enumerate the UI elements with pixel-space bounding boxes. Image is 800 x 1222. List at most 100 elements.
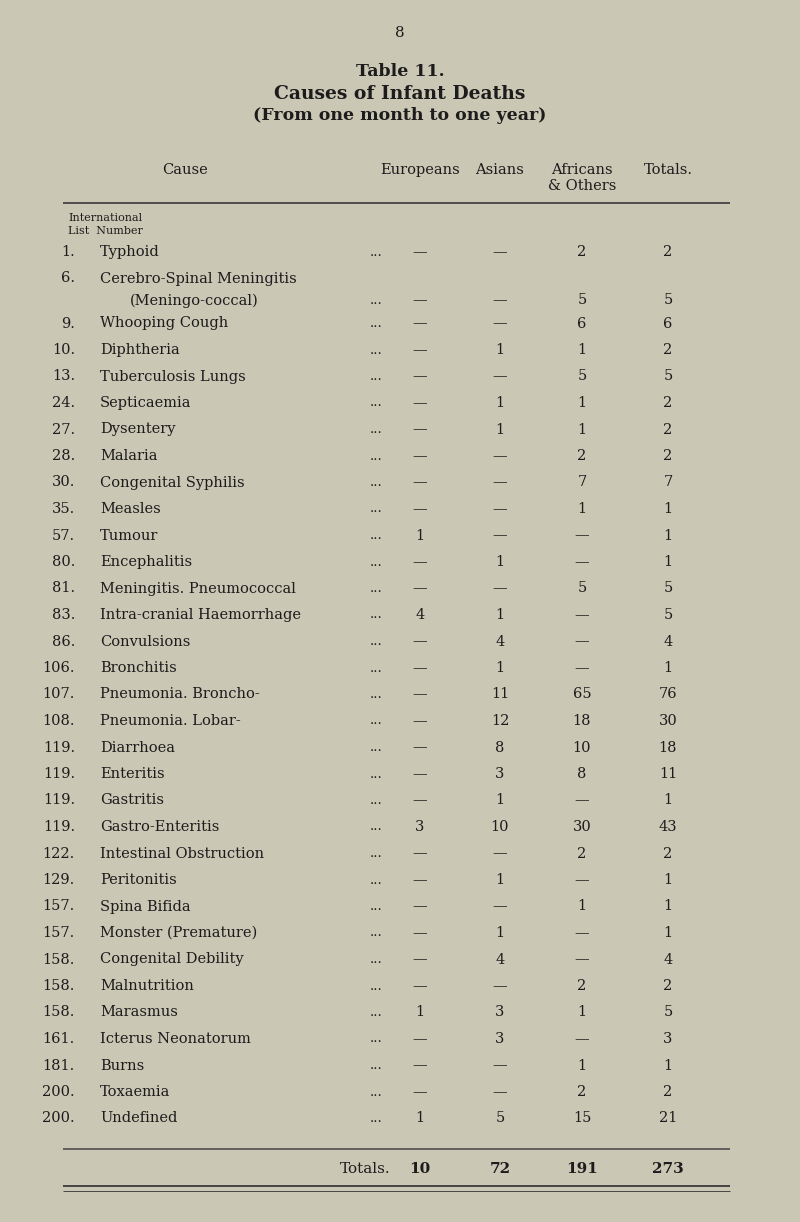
Text: 2: 2 (663, 343, 673, 357)
Text: Undefined: Undefined (100, 1112, 178, 1125)
Text: 129.: 129. (42, 873, 75, 887)
Text: 83.: 83. (52, 609, 75, 622)
Text: International: International (68, 213, 142, 222)
Text: Encephalitis: Encephalitis (100, 555, 192, 569)
Text: 5: 5 (578, 582, 586, 595)
Text: Convulsions: Convulsions (100, 634, 190, 649)
Text: Icterus Neonatorum: Icterus Neonatorum (100, 1033, 251, 1046)
Text: 1: 1 (663, 899, 673, 914)
Text: 1: 1 (495, 793, 505, 808)
Text: 2: 2 (578, 979, 586, 993)
Text: 8: 8 (395, 26, 405, 40)
Text: ...: ... (370, 477, 382, 489)
Text: 27.: 27. (52, 423, 75, 436)
Text: 65: 65 (573, 688, 591, 701)
Text: ...: ... (370, 609, 382, 622)
Text: —: — (574, 528, 590, 543)
Text: —: — (413, 899, 427, 914)
Text: 1.: 1. (62, 244, 75, 259)
Text: 8: 8 (578, 767, 586, 781)
Text: Dysentery: Dysentery (100, 423, 175, 436)
Text: ...: ... (370, 635, 382, 648)
Text: 30: 30 (658, 714, 678, 728)
Text: 4: 4 (495, 634, 505, 649)
Text: 1: 1 (663, 528, 673, 543)
Text: —: — (574, 926, 590, 940)
Text: 119.: 119. (43, 741, 75, 754)
Text: Europeans: Europeans (380, 163, 460, 177)
Text: Congenital Debility: Congenital Debility (100, 952, 244, 967)
Text: 119.: 119. (43, 820, 75, 833)
Text: Intestinal Obstruction: Intestinal Obstruction (100, 847, 264, 860)
Text: 1: 1 (578, 423, 586, 436)
Text: 119.: 119. (43, 767, 75, 781)
Text: 11: 11 (659, 767, 677, 781)
Text: 1: 1 (495, 343, 505, 357)
Text: 158.: 158. (42, 979, 75, 993)
Text: —: — (413, 952, 427, 967)
Text: 158.: 158. (42, 1006, 75, 1019)
Text: 43: 43 (658, 820, 678, 833)
Text: 157.: 157. (42, 926, 75, 940)
Text: 5: 5 (578, 369, 586, 384)
Text: 30.: 30. (52, 475, 75, 490)
Text: (From one month to one year): (From one month to one year) (254, 108, 546, 125)
Text: —: — (413, 555, 427, 569)
Text: 10.: 10. (52, 343, 75, 357)
Text: Tumour: Tumour (100, 528, 158, 543)
Text: —: — (493, 448, 507, 463)
Text: 11: 11 (491, 688, 509, 701)
Text: Typhoid: Typhoid (100, 244, 160, 259)
Text: —: — (493, 582, 507, 595)
Text: Malaria: Malaria (100, 448, 158, 463)
Text: Gastro-Enteritis: Gastro-Enteritis (100, 820, 219, 833)
Text: ...: ... (370, 1112, 382, 1125)
Text: 5: 5 (495, 1112, 505, 1125)
Text: 4: 4 (663, 634, 673, 649)
Text: Spina Bifida: Spina Bifida (100, 899, 190, 914)
Text: Totals.: Totals. (643, 163, 693, 177)
Text: ...: ... (370, 741, 382, 754)
Text: 2: 2 (663, 847, 673, 860)
Text: —: — (413, 316, 427, 330)
Text: 6.: 6. (61, 271, 75, 286)
Text: ...: ... (370, 953, 382, 967)
Text: 24.: 24. (52, 396, 75, 411)
Text: —: — (574, 952, 590, 967)
Text: ...: ... (370, 502, 382, 516)
Text: 57.: 57. (52, 528, 75, 543)
Text: 6: 6 (578, 316, 586, 330)
Text: Pneumonia. Broncho-: Pneumonia. Broncho- (100, 688, 260, 701)
Text: ...: ... (370, 316, 382, 330)
Text: 1: 1 (578, 343, 586, 357)
Text: Meningitis. Pneumococcal: Meningitis. Pneumococcal (100, 582, 296, 595)
Text: 4: 4 (415, 609, 425, 622)
Text: 1: 1 (663, 502, 673, 516)
Text: Totals.: Totals. (339, 1162, 390, 1176)
Text: 72: 72 (490, 1162, 510, 1176)
Text: ...: ... (370, 661, 382, 675)
Text: Congenital Syphilis: Congenital Syphilis (100, 475, 245, 490)
Text: 108.: 108. (42, 714, 75, 728)
Text: 1: 1 (495, 873, 505, 887)
Text: —: — (493, 502, 507, 516)
Text: —: — (493, 1085, 507, 1099)
Text: —: — (493, 899, 507, 914)
Text: 2: 2 (578, 847, 586, 860)
Text: —: — (493, 244, 507, 259)
Text: 13.: 13. (52, 369, 75, 384)
Text: 1: 1 (495, 609, 505, 622)
Text: 1: 1 (495, 926, 505, 940)
Text: 200.: 200. (42, 1085, 75, 1099)
Text: 2: 2 (663, 979, 673, 993)
Text: 1: 1 (495, 661, 505, 675)
Text: —: — (413, 714, 427, 728)
Text: —: — (413, 423, 427, 436)
Text: 7: 7 (663, 475, 673, 490)
Text: —: — (574, 873, 590, 887)
Text: 1: 1 (578, 899, 586, 914)
Text: —: — (493, 293, 507, 308)
Text: 8: 8 (495, 741, 505, 754)
Text: 158.: 158. (42, 952, 75, 967)
Text: —: — (574, 1033, 590, 1046)
